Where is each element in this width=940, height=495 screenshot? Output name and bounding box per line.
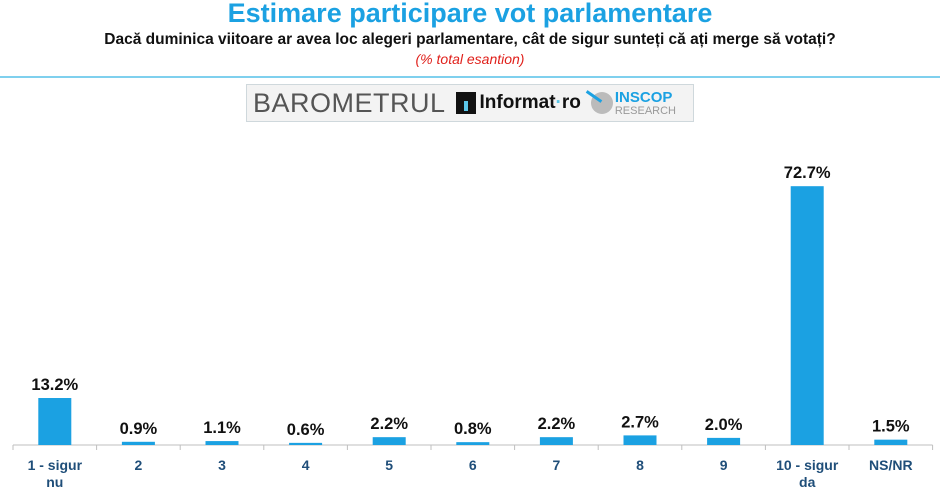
chart-title: Estimare participare vot parlamentare: [227, 0, 713, 28]
chart-subtitle: Dacă duminica viitoare ar avea loc alege…: [104, 31, 836, 48]
bar: [121, 441, 155, 445]
bar: [38, 398, 72, 445]
category-label: 6: [469, 457, 477, 473]
category-label: NS/NR: [869, 457, 913, 473]
bar: [205, 441, 239, 445]
inscop-logo: INSCOP RESEARCH: [590, 88, 676, 117]
inscop-text: INSCOP: [614, 88, 673, 106]
category-label: da: [799, 474, 816, 490]
bar: [372, 437, 406, 445]
data-label: 1.1%: [203, 419, 241, 437]
bar: [456, 442, 490, 445]
sample-note: (% total esantion): [415, 51, 525, 67]
barometru-logo: BAROMETRUL: [253, 88, 446, 118]
bar: [874, 439, 908, 445]
bar: [790, 186, 824, 446]
category-label: 10 - sigur: [776, 457, 839, 473]
research-text: RESEARCH: [614, 104, 676, 117]
bar: [289, 442, 323, 445]
category-label: 8: [636, 457, 644, 473]
data-label: 0.6%: [287, 421, 325, 439]
informat-icon: [455, 92, 476, 114]
data-label: 72.7%: [784, 164, 831, 182]
data-label: 2.0%: [705, 416, 743, 434]
informat-logo: Informat·ro: [480, 92, 581, 114]
category-label: 2: [135, 457, 143, 473]
category-label: 7: [553, 457, 561, 473]
data-label: 0.9%: [120, 420, 158, 438]
bar: [623, 435, 657, 445]
data-label: 13.2%: [31, 376, 78, 394]
data-label: 2.2%: [370, 415, 408, 433]
data-label: 2.7%: [621, 413, 659, 431]
header-divider: [0, 76, 940, 78]
bar: [707, 437, 741, 445]
logo-banner: BAROMETRUL Informat·ro INSCOP RESEARCH: [246, 84, 694, 122]
category-label: 3: [218, 457, 226, 473]
category-label: 4: [302, 457, 310, 473]
category-label: 9: [720, 457, 728, 473]
data-label: 2.2%: [538, 415, 576, 433]
category-label: 1 - sigur: [28, 457, 83, 473]
inscop-icon: [590, 92, 613, 114]
informat-ro: ro: [561, 92, 581, 113]
bar: [539, 437, 573, 445]
informat-dot: ·: [555, 92, 562, 113]
category-label: nu: [46, 474, 63, 490]
informat-text: Informat: [479, 92, 556, 113]
data-label: 1.5%: [872, 418, 910, 436]
data-label: 0.8%: [454, 420, 492, 438]
category-label: 5: [385, 457, 393, 473]
